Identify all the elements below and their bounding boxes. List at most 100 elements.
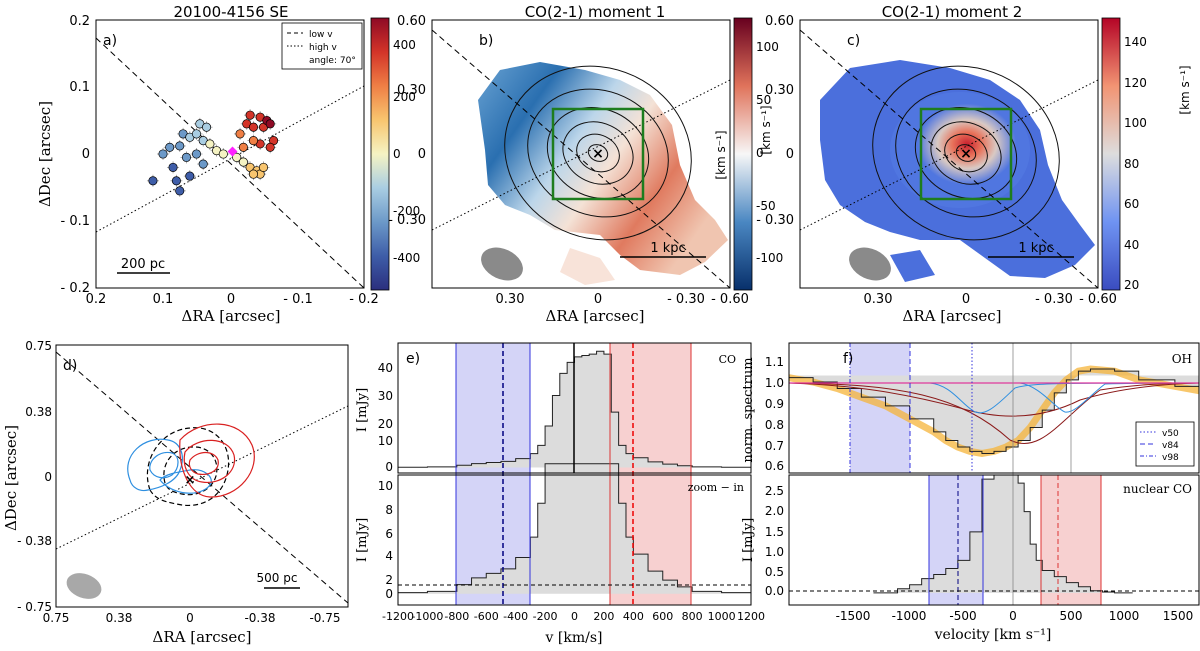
panel-f-xtick: 0 — [1009, 609, 1017, 623]
panel-c-patch — [890, 250, 935, 282]
panel-f-bottom-label: nuclear CO — [1123, 482, 1192, 496]
panel-b-low-v-line — [432, 29, 730, 288]
panel-e-xtick: -1000 — [411, 610, 443, 623]
panel-a-xtick: 0 — [227, 292, 235, 307]
panel-e-xtick: 0 — [571, 610, 578, 623]
panel-e-bottom-axes — [397, 474, 752, 606]
panel-f-ytick-top: 0.6 — [765, 459, 784, 473]
data-point — [205, 139, 215, 149]
panel-c-title: CO(2-1) moment 2 — [882, 3, 1023, 21]
panel-f-gauss-2 — [789, 382, 1199, 445]
panel-d-beam — [66, 573, 102, 599]
panel-f: f) OH nuclear CO v50 v84 v98 -1500 -1000… — [741, 342, 1200, 643]
panel-a-xlabel: ΔRA [arcsec] — [182, 307, 281, 325]
panel-b-cbar-tick: 50 — [756, 93, 771, 107]
panel-d-xtick: 0.75 — [43, 611, 70, 625]
panel-a-colorbar — [370, 17, 390, 291]
panel-c-ytick: 0 — [786, 147, 794, 162]
data-point — [168, 162, 178, 172]
panel-e-xtick: 400 — [623, 610, 644, 623]
panel-f-gauss-1 — [789, 382, 1199, 417]
panel-c: CO(2-1) moment 2 × 1 kpc c) 0.30 — [756, 3, 1192, 325]
panel-b-ytick: 0.30 — [397, 83, 426, 98]
panel-c-letter: c) — [847, 33, 860, 49]
panel-f-ylabel-bottom: I [mJy] — [741, 518, 756, 562]
panel-f-legend-label-v84: v84 — [1162, 441, 1179, 451]
panel-f-ytick-bottom: 0.5 — [765, 565, 784, 579]
panel-d-center-cross: × — [185, 473, 196, 488]
panel-e-xtick: 1000 — [708, 610, 736, 623]
data-point — [258, 162, 269, 172]
panel-a-ytick: - 0.2 — [61, 281, 91, 296]
panel-c-zoom-box — [919, 107, 1013, 201]
panel-f-ylabel-top: norm. spectrum — [741, 357, 756, 462]
panel-a-ylabel: ΔDec [arcsec] — [36, 101, 54, 207]
panel-b-contours — [504, 65, 692, 241]
panel-c-ytick: 0.60 — [765, 14, 794, 29]
panel-e-xtick: -800 — [444, 610, 469, 623]
panel-c-ytick: 0.30 — [765, 83, 794, 98]
panel-c-cbar-tick: 120 — [1124, 76, 1147, 90]
panel-f-ytick-top: 0.8 — [765, 418, 784, 432]
panel-d-xtick: -0.75 — [309, 611, 340, 625]
panel-f-xtick: -1000 — [892, 609, 927, 623]
panel-e-bottom-label: zoom − in — [688, 481, 744, 494]
data-point — [171, 176, 181, 186]
panel-e-ytick-top: 20 — [378, 417, 393, 431]
panel-e-xtick: -200 — [533, 610, 558, 623]
panel-b-faint-emission — [560, 248, 615, 285]
panel-a-scalebar-label: 200 pc — [121, 257, 165, 272]
data-point — [238, 142, 248, 152]
panel-c-xtick: 0 — [962, 292, 970, 307]
panel-f-top-axes — [788, 342, 1200, 474]
data-point — [235, 129, 245, 139]
panel-b-xtick: - 0.30 — [667, 292, 705, 307]
panel-b-cbar-tick: 100 — [756, 40, 779, 54]
panel-b-cbar-label: [km s⁻¹] — [714, 130, 728, 179]
data-point — [248, 136, 258, 146]
panel-a: 20100-4156 SE a) low v high v angle: 70°… — [36, 3, 420, 325]
panel-d-ytick: - 0.38 — [17, 534, 52, 548]
data-point — [248, 122, 258, 132]
data-point — [158, 149, 168, 159]
panel-b: CO(2-1) moment 1 × 1 kpc b) 0.30 0 — [388, 3, 783, 325]
high-v-line — [95, 85, 365, 233]
panel-f-legend-label-v50: v50 — [1162, 429, 1179, 439]
data-point — [185, 171, 195, 181]
panel-f-ytick-bottom: 0.0 — [765, 584, 784, 598]
panel-f-ytick-bottom: 2.0 — [765, 504, 784, 518]
panel-d-letter: d) — [63, 358, 77, 374]
panel-c-scalebar-label: 1 kpc — [1018, 241, 1053, 256]
panel-d-ylabel: ΔDec [arcsec] — [2, 425, 20, 531]
low-v-line — [95, 37, 365, 289]
panel-e-xtick: 200 — [593, 610, 614, 623]
panel-c-xlabel: ΔRA [arcsec] — [903, 307, 1002, 325]
panel-a-cbar-tick: 400 — [393, 38, 416, 52]
panel-a-xtick: - 0.2 — [349, 292, 379, 307]
panel-d-xtick: 0.38 — [106, 611, 133, 625]
panel-a-ytick: 0.1 — [69, 80, 90, 95]
panel-e-xtick: 600 — [652, 610, 673, 623]
panel-c-cbar-tick: 100 — [1124, 116, 1147, 130]
panel-c-axes — [799, 19, 1099, 289]
data-point — [165, 142, 175, 152]
panel-c-cbar-tick: 140 — [1124, 35, 1147, 49]
panel-b-center-cross: × — [592, 146, 604, 162]
panel-a-ytick: 0.2 — [69, 14, 90, 29]
panel-f-ytick-bottom: 1.5 — [765, 525, 784, 539]
panel-d-contours — [127, 423, 255, 507]
panel-b-beam — [481, 247, 523, 281]
legend-label-low-v: low v — [309, 30, 333, 40]
panel-e-zoom-spectrum — [398, 463, 751, 594]
panel-e-co-spectrum — [398, 350, 751, 468]
panel-a-cbar-tick: -200 — [393, 204, 420, 218]
panel-b-colorbar — [733, 17, 753, 291]
panel-b-scalebar-label: 1 kpc — [650, 241, 685, 256]
panel-e-xlabel: v [km/s] — [545, 630, 603, 646]
panel-b-letter: b) — [479, 33, 493, 49]
panel-b-xtick: 0.30 — [496, 292, 525, 307]
data-point — [202, 122, 212, 132]
panel-c-colorbar — [1101, 17, 1121, 291]
panel-e-ytick-top: 40 — [378, 361, 393, 375]
